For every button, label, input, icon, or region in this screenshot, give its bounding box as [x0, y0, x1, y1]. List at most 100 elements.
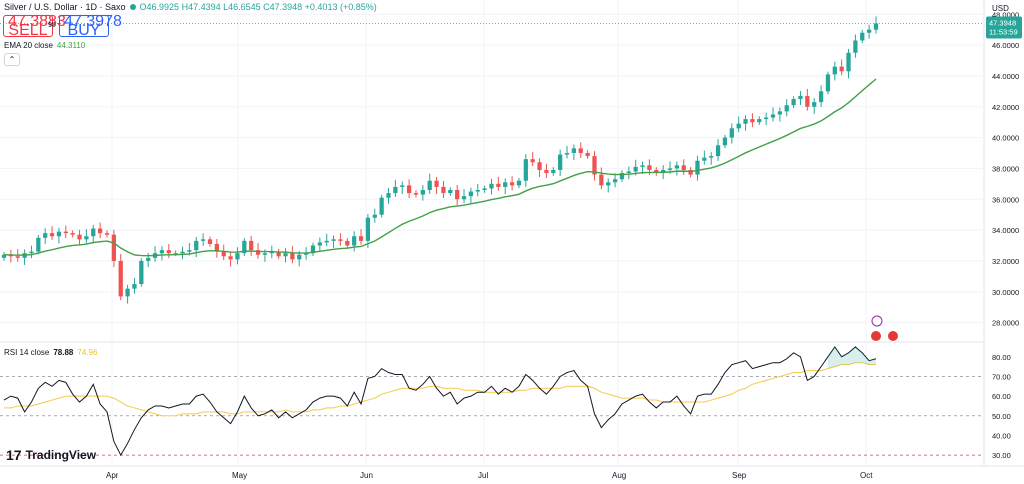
candle-body	[860, 32, 865, 41]
candle-body	[448, 190, 453, 194]
candle-body	[702, 157, 707, 161]
candle-body	[709, 156, 714, 158]
candle-body	[393, 186, 398, 194]
rsi-tick-label: 60.00	[992, 392, 1011, 401]
rsi-tick-label: 40.00	[992, 431, 1011, 440]
candle-body	[379, 197, 384, 215]
rsi-ma-line	[4, 362, 876, 417]
rsi-value: 78.88	[53, 348, 74, 357]
candle-body	[503, 182, 508, 187]
candle-body	[303, 253, 309, 255]
candle-body	[310, 245, 316, 254]
candle-body	[297, 254, 302, 260]
price-tick-label: 38.0000	[992, 164, 1019, 173]
candle-body	[777, 111, 783, 115]
candle-body	[427, 180, 432, 190]
sell-label: SELL	[8, 22, 48, 39]
candle-body	[832, 66, 837, 75]
rsi-legend[interactable]: RSI 14 close 78.88 74.96	[4, 348, 97, 357]
candle-body	[125, 288, 130, 297]
price-tick-label: 40.0000	[992, 134, 1019, 143]
candle-body	[544, 169, 549, 174]
candle-body	[132, 284, 137, 289]
candle-body	[118, 260, 123, 297]
candle-body	[571, 148, 577, 153]
candle-body	[159, 250, 165, 254]
candle-body	[36, 237, 41, 252]
candle-body	[516, 180, 522, 186]
candle-body	[647, 165, 652, 170]
candle-body	[578, 148, 583, 153]
rsi-line	[3, 346, 877, 457]
candle-body	[221, 251, 226, 257]
candle-body	[338, 239, 343, 241]
candle-body	[798, 95, 803, 100]
price-tick-label: 44.0000	[992, 72, 1019, 81]
candle-body	[805, 95, 810, 107]
time-tick-label: Apr	[106, 471, 119, 480]
candle-body	[661, 169, 666, 174]
candle-body	[867, 29, 872, 33]
candle-body	[406, 185, 412, 194]
candle-body	[372, 214, 377, 218]
rsi-tick-label: 30.00	[992, 451, 1011, 460]
event-marker-icon	[871, 315, 883, 327]
candle-body	[283, 253, 288, 257]
candle-body	[688, 169, 693, 175]
candle-body	[640, 165, 645, 167]
ema-label: EMA 20 close	[4, 41, 53, 50]
symbol-title[interactable]: Silver / U.S. Dollar · 1D · Saxo	[4, 2, 126, 12]
time-tick-label: Oct	[860, 471, 873, 480]
price-tick-label: 36.0000	[992, 195, 1019, 204]
candle-body	[242, 240, 247, 254]
candle-body	[461, 196, 467, 200]
candle-body	[743, 119, 748, 124]
ema-value: 44.3110	[56, 41, 86, 50]
ema-legend[interactable]: EMA 20 close 44.3110	[4, 41, 85, 50]
candle-body	[111, 234, 116, 261]
time-tick-label: Sep	[732, 471, 747, 480]
rsi-tick-label: 50.00	[992, 412, 1011, 421]
candle-body	[846, 52, 851, 72]
ema-line	[3, 78, 877, 257]
price-tick-label: 28.0000	[992, 319, 1019, 328]
candle-body	[70, 233, 75, 235]
candle-body	[317, 242, 322, 246]
tradingview-brand[interactable]: 17 TradingView	[6, 447, 96, 463]
candle-body	[523, 159, 528, 181]
candle-body	[173, 253, 178, 255]
tradingview-logo-icon: 17	[6, 447, 22, 463]
price-tick-label: 42.0000	[992, 103, 1019, 112]
buy-label: BUY	[67, 22, 101, 39]
candle-body	[331, 239, 336, 241]
candle-body	[592, 156, 597, 175]
candle-body	[812, 102, 817, 107]
sell-button[interactable]: 47.3883 SELL	[3, 14, 66, 39]
brand-name: TradingView	[25, 448, 97, 462]
candle-body	[200, 239, 206, 241]
rsi-tick-label: 80.00	[992, 353, 1011, 362]
candle-body	[496, 183, 501, 187]
candle-body	[63, 231, 68, 234]
candle-body	[29, 251, 34, 254]
candle-body	[345, 240, 350, 246]
us-flag-icon	[887, 330, 899, 342]
candle-body	[695, 160, 700, 175]
candle-body	[228, 256, 233, 260]
candle-body	[475, 190, 480, 192]
candle-body	[757, 119, 762, 123]
collapse-indicators-button[interactable]: ⌃	[4, 53, 20, 66]
candle-body	[612, 179, 618, 183]
buy-button[interactable]: 47.3978 BUY	[59, 14, 122, 39]
candle-body	[324, 240, 329, 243]
countdown-label: 11:53:59	[989, 28, 1018, 37]
candle-body	[276, 251, 281, 257]
candle-body	[674, 165, 680, 169]
candle-body	[194, 240, 199, 251]
candle-body	[235, 253, 240, 260]
time-tick-label: May	[232, 471, 247, 480]
chevron-up-icon: ⌃	[8, 55, 16, 64]
candle-body	[207, 239, 213, 244]
candle-body	[358, 236, 364, 241]
